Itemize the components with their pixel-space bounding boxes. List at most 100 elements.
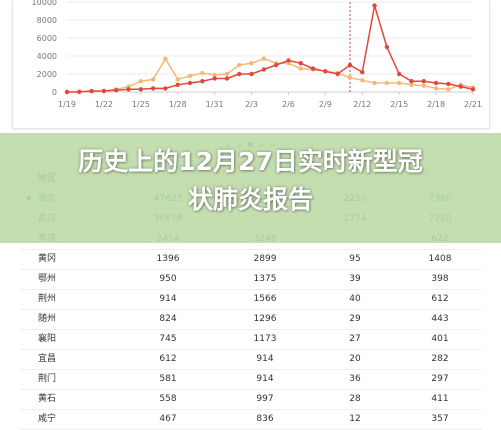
- overlay-title-line1: 历史上的12月27日实时新型冠: [78, 147, 423, 176]
- table-cell: 1173: [253, 334, 277, 344]
- series-2-point: [409, 79, 414, 84]
- table-cell: 36: [349, 374, 361, 384]
- series-2-point: [138, 87, 144, 92]
- table-cell: 1396: [156, 254, 180, 264]
- table-cell-city: 咸宁: [38, 414, 57, 424]
- x-tick-label: 1/22: [95, 100, 113, 109]
- series-1-point: [224, 71, 230, 77]
- series-1-point: [138, 79, 144, 84]
- table-cell: 836: [256, 414, 274, 424]
- x-tick-label: 2/12: [353, 100, 371, 109]
- y-tick-label: 2000: [37, 70, 57, 79]
- series-2-point: [360, 70, 365, 75]
- table-row[interactable]: 襄阳 745 1173 27 401: [20, 330, 482, 350]
- series-1-point: [433, 86, 439, 91]
- table-cell: 39: [349, 274, 361, 284]
- table-cell: 581: [159, 374, 177, 384]
- series-2-point: [421, 79, 426, 84]
- series-1-point: [360, 78, 365, 83]
- table-cell-city: 随州: [38, 314, 57, 324]
- table-row[interactable]: 荆门 581 914 36 297: [20, 370, 482, 390]
- series-2-point: [273, 62, 279, 68]
- table-row[interactable]: 宜昌 612 914 20 282: [20, 350, 482, 370]
- x-tick-label: 1/31: [206, 100, 224, 109]
- series-1-point: [396, 80, 402, 86]
- table-cell: 914: [256, 354, 274, 364]
- table-cell: 1566: [253, 294, 277, 304]
- table-cell-city: 黄冈: [38, 254, 57, 264]
- table-cell: 467: [159, 414, 177, 424]
- table-row[interactable]: 咸宁 467 836 12 357: [20, 410, 482, 430]
- series-1-point: [200, 70, 205, 76]
- y-tick-label: 4000: [37, 52, 57, 61]
- table-cell: 443: [431, 314, 449, 324]
- table-cell: 20: [349, 354, 361, 364]
- series-1-point: [421, 83, 426, 88]
- table-cell-city: 荆州: [38, 294, 57, 304]
- series-2-point: [212, 76, 217, 81]
- table-cell: 1296: [253, 314, 277, 324]
- series-2-point: [470, 87, 476, 92]
- table-row[interactable]: 黄石 558 997 28 411: [20, 390, 482, 410]
- series-line-2: [66, 5, 474, 93]
- x-tick-label: 2/9: [319, 100, 332, 109]
- table-cell: 12: [349, 414, 361, 424]
- x-tick-label: 2/21: [464, 100, 482, 109]
- table-cell-city: 黄石: [38, 394, 57, 404]
- title-overlay: [0, 133, 501, 243]
- series-2-point: [323, 69, 328, 74]
- x-tick-label: 1/19: [58, 100, 76, 109]
- table-cell: 401: [431, 334, 449, 344]
- line-chart: 10000 8000 6000 4000 2000 01/19 1/22 1/25 1/28 1/…: [32, 0, 482, 109]
- series-2-point: [224, 76, 230, 81]
- table-cell: 824: [159, 314, 177, 324]
- x-tick-label: 1/25: [132, 100, 150, 109]
- series-2-point: [310, 66, 316, 71]
- series-2-point: [175, 82, 180, 88]
- table-cell: 2899: [253, 254, 277, 264]
- table-cell: 27: [349, 334, 361, 344]
- table-cell: 914: [159, 294, 177, 304]
- table-cell-city: 荆门: [38, 374, 57, 384]
- y-tick-label: 10000: [32, 0, 57, 7]
- table-cell: 612: [159, 354, 177, 364]
- table-row[interactable]: 鄂州 950 1375 39 398: [20, 270, 482, 290]
- series-1-point: [384, 80, 390, 86]
- series-1-point: [237, 62, 242, 68]
- series-line-1: [66, 57, 474, 93]
- series-2-point: [163, 86, 168, 91]
- series-2-point: [458, 84, 463, 89]
- series-2-point: [64, 89, 70, 95]
- y-tick-label: 8000: [37, 16, 57, 25]
- series-1-point: [409, 82, 414, 88]
- x-tick-label: 2/6: [282, 100, 295, 109]
- series-2-point: [126, 87, 131, 92]
- table-row[interactable]: 黄冈 1396 2899 95 1408: [20, 250, 482, 270]
- series-2-point: [200, 79, 205, 84]
- table-cell: 745: [159, 334, 177, 344]
- series-2-point: [396, 71, 402, 77]
- series-2-point: [446, 81, 451, 87]
- table-cell: 1375: [253, 274, 277, 284]
- table-cell: 282: [431, 354, 449, 364]
- series-2-point: [77, 89, 82, 95]
- overlay-title-line2: 状肺炎报告: [187, 185, 313, 214]
- series-2-point: [187, 80, 193, 86]
- table-cell: 28: [349, 394, 361, 404]
- series-1-point: [249, 61, 254, 66]
- series-2-point: [150, 86, 156, 91]
- series-1-point: [298, 66, 303, 71]
- series-1-point: [261, 56, 267, 61]
- x-tick-label: 2/18: [427, 100, 445, 109]
- table-row[interactable]: 随州 824 1296 29 443: [20, 310, 482, 330]
- series-1-point: [212, 72, 217, 78]
- series-1-point: [163, 56, 168, 61]
- series-2-point: [298, 61, 303, 66]
- series-2-point: [89, 88, 94, 94]
- y-tick-label: 6000: [37, 34, 57, 43]
- table-cell: 40: [349, 294, 361, 304]
- series-2-point: [249, 71, 254, 77]
- table-row[interactable]: 荆州 914 1566 40 612: [20, 290, 482, 310]
- series-2-point: [101, 88, 107, 94]
- series-1-point: [446, 87, 451, 92]
